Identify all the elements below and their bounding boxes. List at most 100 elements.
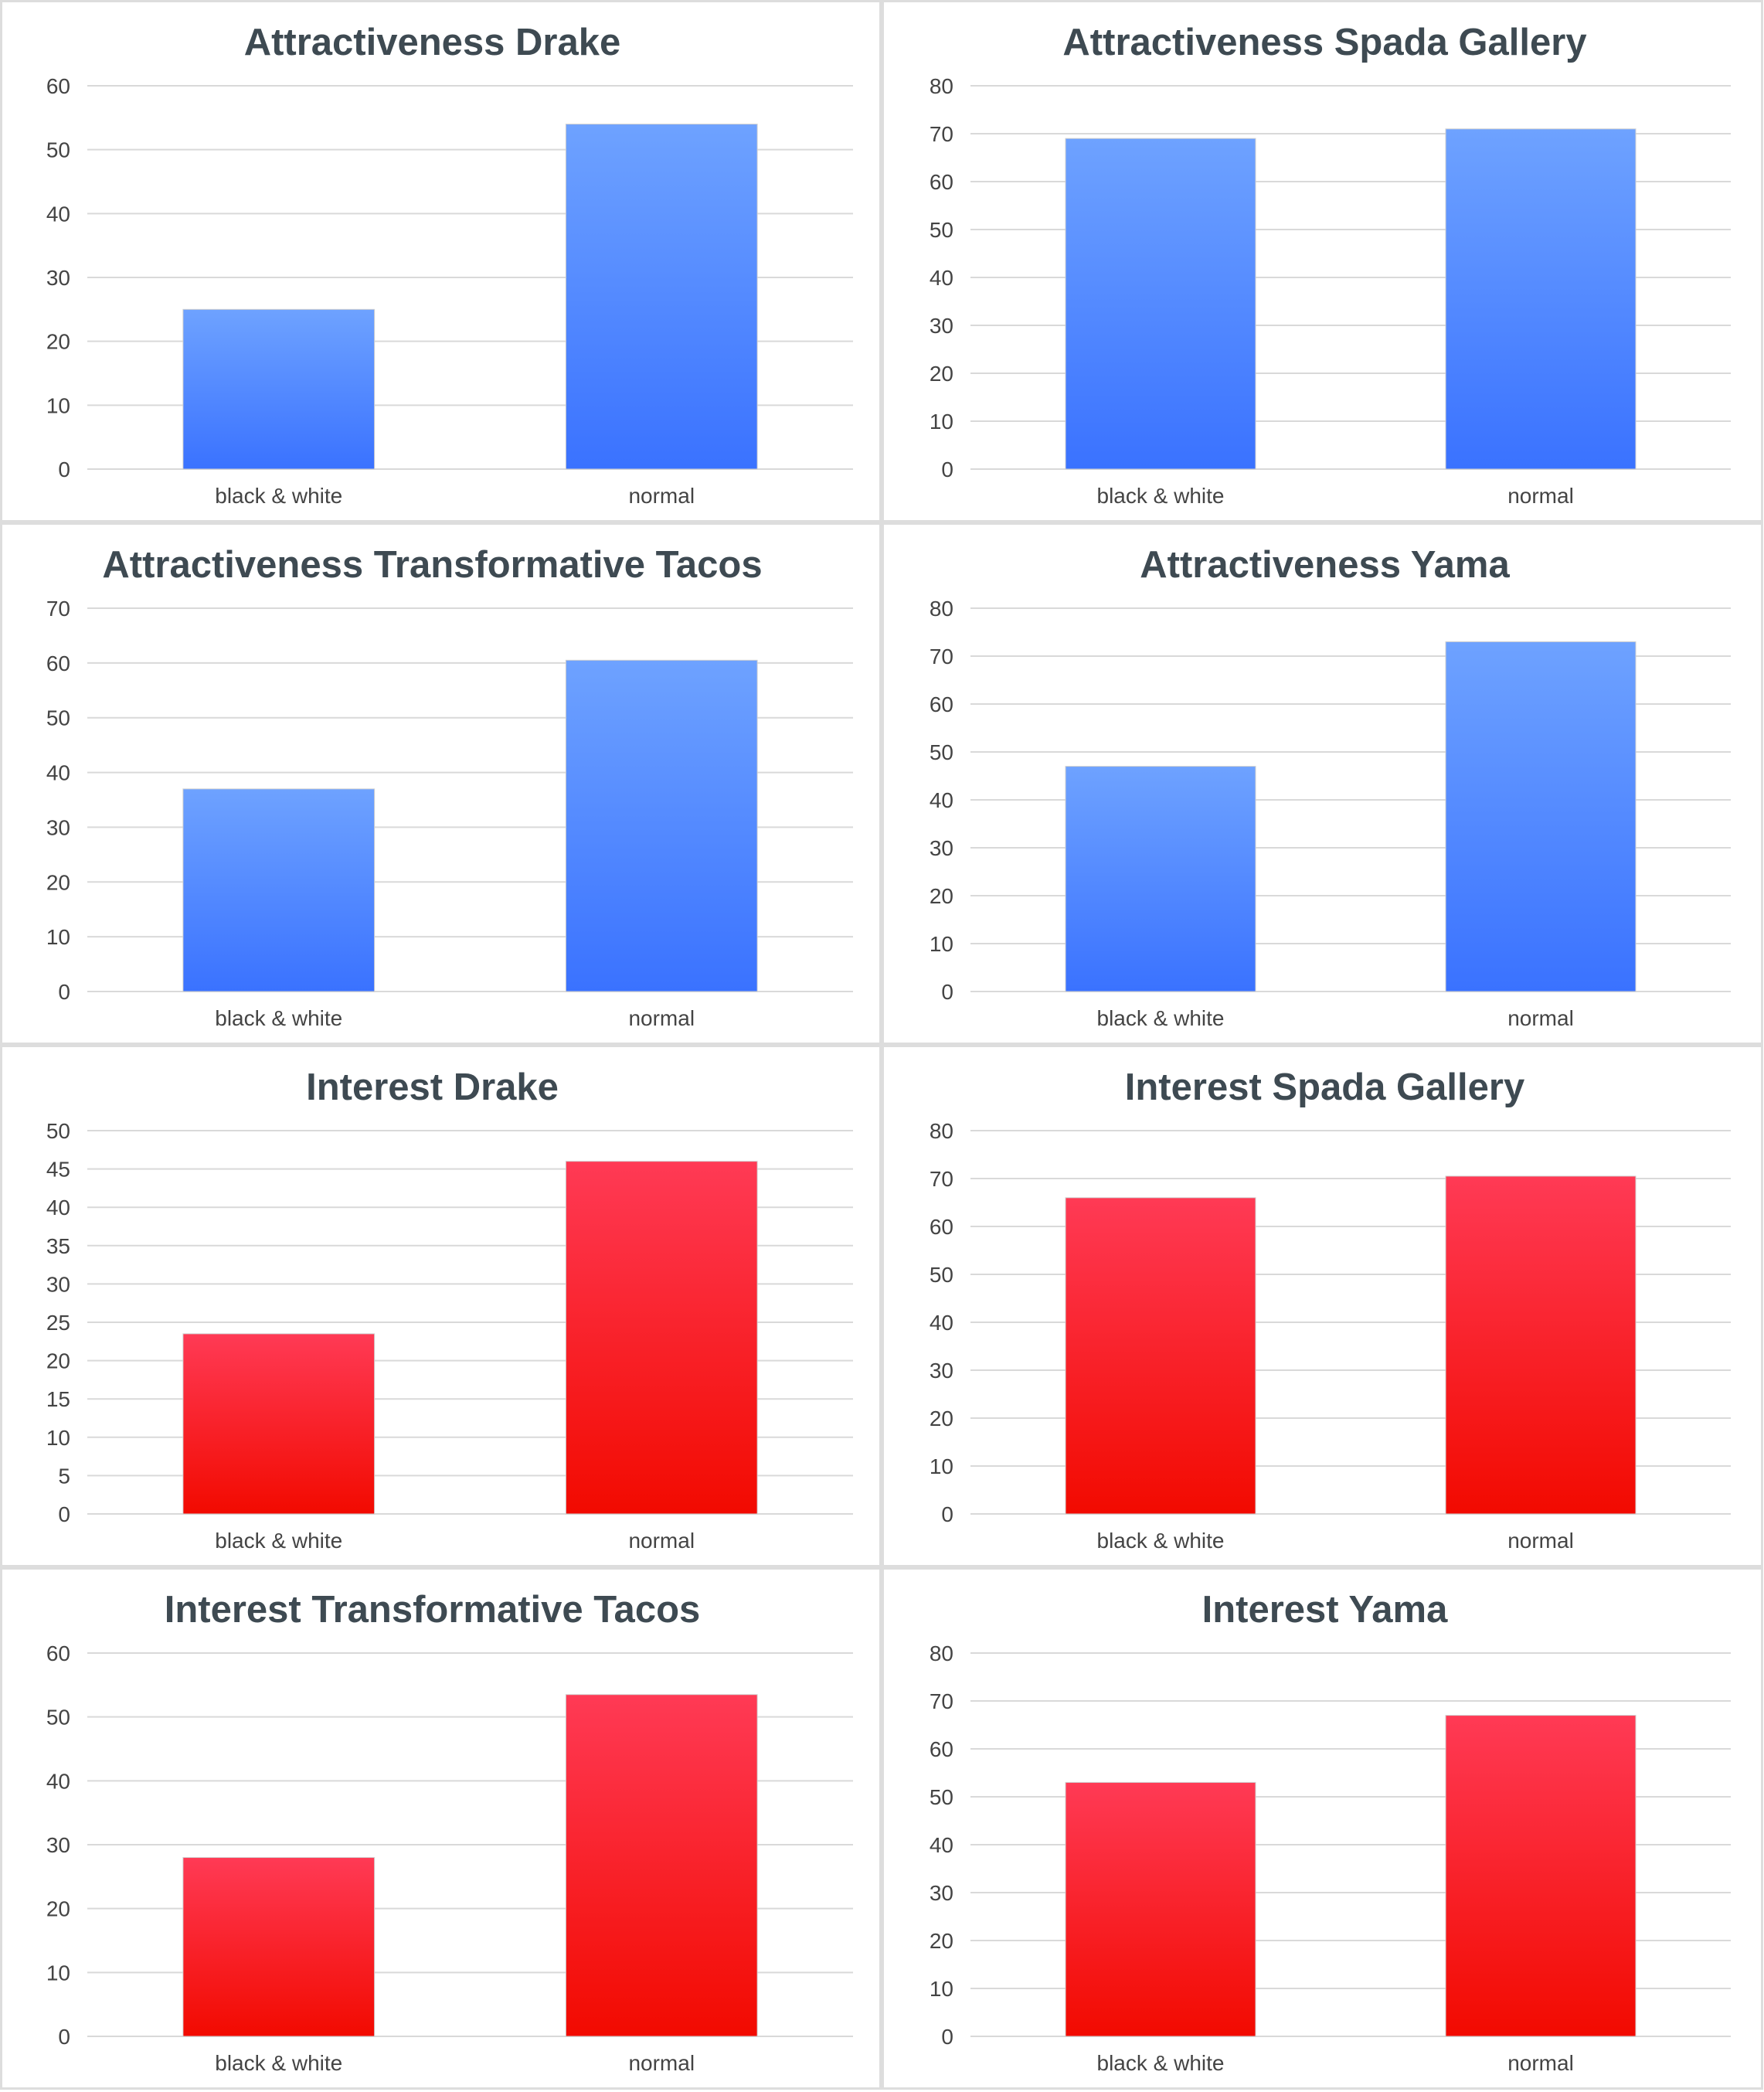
y-tick-label: 10 (930, 1977, 953, 2001)
y-tick-label: 80 (930, 597, 953, 621)
y-tick-label: 40 (46, 202, 70, 226)
x-category-label: normal (1507, 1006, 1574, 1030)
y-tick-label: 60 (930, 1737, 953, 1761)
y-tick-label: 10 (930, 932, 953, 956)
y-tick-label: 30 (46, 266, 70, 290)
x-category-label: normal (628, 2051, 695, 2075)
bar (565, 1694, 758, 2037)
y-tick-label: 10 (46, 1961, 70, 1985)
y-tick-label: 40 (930, 1833, 953, 1857)
bar (1445, 1175, 1637, 1515)
y-tick-label: 0 (58, 980, 70, 1004)
chart-title: Interest Yama (1202, 1589, 1449, 1631)
x-category-label: black & white (215, 484, 342, 508)
y-tick-label: 70 (930, 122, 953, 146)
bar (565, 124, 758, 470)
y-tick-label: 20 (46, 1897, 70, 1921)
y-tick-label: 80 (930, 1119, 953, 1143)
bar (565, 1161, 758, 1515)
y-tick-label: 10 (930, 410, 953, 434)
x-category-label: normal (628, 484, 695, 508)
y-tick-label: 50 (46, 1119, 70, 1143)
y-tick-label: 60 (930, 692, 953, 716)
chart-panel: Interest Spada Gallery 0 10 20 30 40 50 60 70 80 b… (882, 1045, 1763, 1567)
y-tick-label: 60 (46, 651, 70, 675)
chart-panel: Attractiveness Spada Gallery 0 10 20 30 40 50 6… (882, 0, 1763, 522)
y-tick-label: 30 (46, 1272, 70, 1296)
bar-chart: Interest Drake 0 5 10 15 20 25 30 35 40 45 50 black … (46, 1066, 853, 1553)
chart-title: Attractiveness Drake (244, 22, 621, 63)
y-tick-label: 60 (46, 1641, 70, 1665)
y-tick-label: 50 (46, 706, 70, 730)
y-tick-label: 30 (930, 1359, 953, 1383)
bar-chart: Interest Spada Gallery 0 10 20 30 40 50 60 70 80 b… (930, 1066, 1731, 1553)
y-tick-label: 50 (930, 218, 953, 242)
y-tick-label: 20 (46, 870, 70, 894)
y-tick-label: 0 (58, 1502, 70, 1526)
y-tick-label: 10 (46, 925, 70, 949)
y-tick-label: 10 (930, 1454, 953, 1478)
bar-chart: Attractiveness Transformative Tacos 0 10 20… (46, 544, 853, 1030)
y-tick-label: 15 (46, 1387, 70, 1411)
y-tick-label: 30 (930, 314, 953, 338)
y-tick-label: 20 (930, 362, 953, 386)
y-tick-label: 40 (46, 761, 70, 785)
y-tick-label: 20 (930, 1407, 953, 1430)
y-tick-label: 70 (46, 597, 70, 621)
y-tick-label: 0 (941, 980, 953, 1004)
bar (1445, 128, 1637, 470)
x-category-label: black & white (215, 1529, 342, 1553)
x-category-label: black & white (215, 2051, 342, 2075)
y-tick-label: 25 (46, 1311, 70, 1335)
chart-panel: Attractiveness Drake 0 10 20 30 40 50 60 black &… (0, 0, 882, 522)
chart-title: Attractiveness Yama (1140, 544, 1510, 586)
y-tick-label: 40 (930, 788, 953, 812)
bar (1065, 138, 1256, 470)
chart-title: Interest Transformative Tacos (165, 1589, 701, 1631)
x-category-label: black & white (1097, 1529, 1225, 1553)
bar (182, 1857, 376, 2037)
bar (1065, 1781, 1256, 2037)
chart-panel: Attractiveness Transformative Tacos 0 10 20… (0, 522, 882, 1045)
bar-chart: Interest Yama 0 10 20 30 40 50 60 70 80 black & wh… (930, 1589, 1731, 2075)
chart-title: Interest Spada Gallery (1125, 1066, 1524, 1108)
y-tick-label: 70 (930, 1689, 953, 1713)
bar (1065, 1197, 1256, 1515)
bar-chart: Interest Transformative Tacos 0 10 20 30 40 50… (46, 1589, 853, 2075)
x-category-label: normal (628, 1006, 695, 1030)
bar (182, 788, 376, 992)
y-tick-label: 0 (941, 2025, 953, 2049)
y-tick-label: 5 (58, 1464, 70, 1488)
x-category-label: normal (628, 1529, 695, 1553)
y-tick-label: 60 (930, 170, 953, 194)
bar (1445, 641, 1637, 992)
chart-panel: Attractiveness Yama 0 10 20 30 40 50 60 70 80 blac… (882, 522, 1763, 1045)
y-tick-label: 30 (930, 836, 953, 860)
x-category-label: black & white (1097, 1006, 1225, 1030)
y-tick-label: 0 (941, 458, 953, 481)
y-tick-label: 50 (930, 1263, 953, 1287)
y-tick-label: 40 (930, 266, 953, 290)
bar (1445, 1715, 1637, 2037)
bar (1065, 766, 1256, 992)
y-tick-label: 40 (46, 1769, 70, 1793)
y-tick-label: 40 (930, 1311, 953, 1335)
y-tick-label: 45 (46, 1158, 70, 1182)
bar-chart: Attractiveness Drake 0 10 20 30 40 50 60 black &… (46, 22, 853, 508)
chart-panel: Interest Drake 0 5 10 15 20 25 30 35 40 45 50 black … (0, 1045, 882, 1567)
y-tick-label: 50 (930, 1785, 953, 1809)
y-tick-label: 20 (46, 330, 70, 354)
y-tick-label: 20 (46, 1349, 70, 1373)
bar (182, 308, 376, 470)
y-tick-label: 10 (46, 393, 70, 417)
bar (182, 1333, 376, 1515)
x-category-label: normal (1507, 1529, 1574, 1553)
x-category-label: black & white (215, 1006, 342, 1030)
y-tick-label: 0 (58, 2025, 70, 2049)
x-category-label: normal (1507, 484, 1574, 508)
x-category-label: black & white (1097, 2051, 1225, 2075)
y-tick-label: 30 (46, 815, 70, 839)
bar-chart: Attractiveness Spada Gallery 0 10 20 30 40 50 6… (930, 22, 1731, 508)
bar (565, 659, 758, 992)
